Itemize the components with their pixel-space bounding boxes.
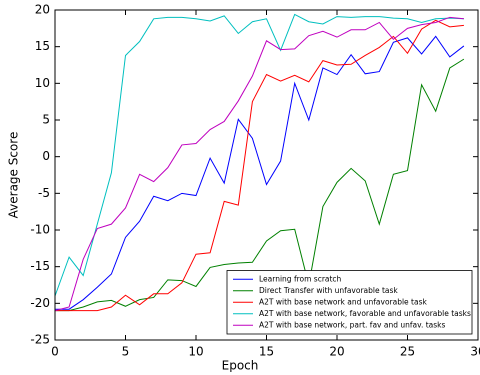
- y-axis-label: Average Score: [7, 132, 21, 219]
- series-line: [55, 58, 465, 312]
- legend-label: A2T with base network, favorable and unf…: [259, 309, 471, 318]
- x-tick-label: 0: [51, 345, 59, 359]
- series-line: [55, 35, 465, 310]
- x-tick-label: 5: [122, 345, 130, 359]
- series-line: [54, 16, 464, 312]
- legend-label: A2T with base network, part. fav and unf…: [259, 320, 446, 329]
- y-tick-label: 0: [42, 149, 50, 163]
- x-tick-label: 15: [259, 345, 274, 359]
- y-tick-label: -20: [30, 296, 50, 310]
- x-axis-label: Epoch: [222, 359, 259, 373]
- legend-label: Direct Transfer with unfavorable task: [259, 286, 398, 295]
- x-tick-label: 20: [329, 345, 344, 359]
- x-tick-label: 25: [400, 345, 415, 359]
- y-tick-label: 10: [35, 76, 50, 90]
- series-line: [54, 13, 464, 297]
- y-tick-label: 15: [35, 39, 50, 53]
- y-tick-label: -25: [30, 333, 50, 347]
- legend-box: [226, 270, 473, 335]
- legend: Learning from scratch Direct Transfer wit…: [226, 270, 473, 335]
- y-tick-label: 5: [42, 113, 50, 127]
- y-tick-label: 20: [35, 3, 50, 17]
- y-tick-label: -10: [30, 223, 50, 237]
- legend-label: A2T with base network and unfavorable ta…: [259, 297, 427, 306]
- x-tick-label: 30: [470, 345, 480, 359]
- plot-frame: [54, 9, 479, 341]
- y-tick-label: -5: [38, 186, 50, 200]
- legend-label: Learning from scratch: [259, 274, 342, 283]
- series-line: [55, 19, 464, 312]
- x-tick-label: 10: [188, 345, 203, 359]
- y-tick-label: -15: [30, 259, 50, 273]
